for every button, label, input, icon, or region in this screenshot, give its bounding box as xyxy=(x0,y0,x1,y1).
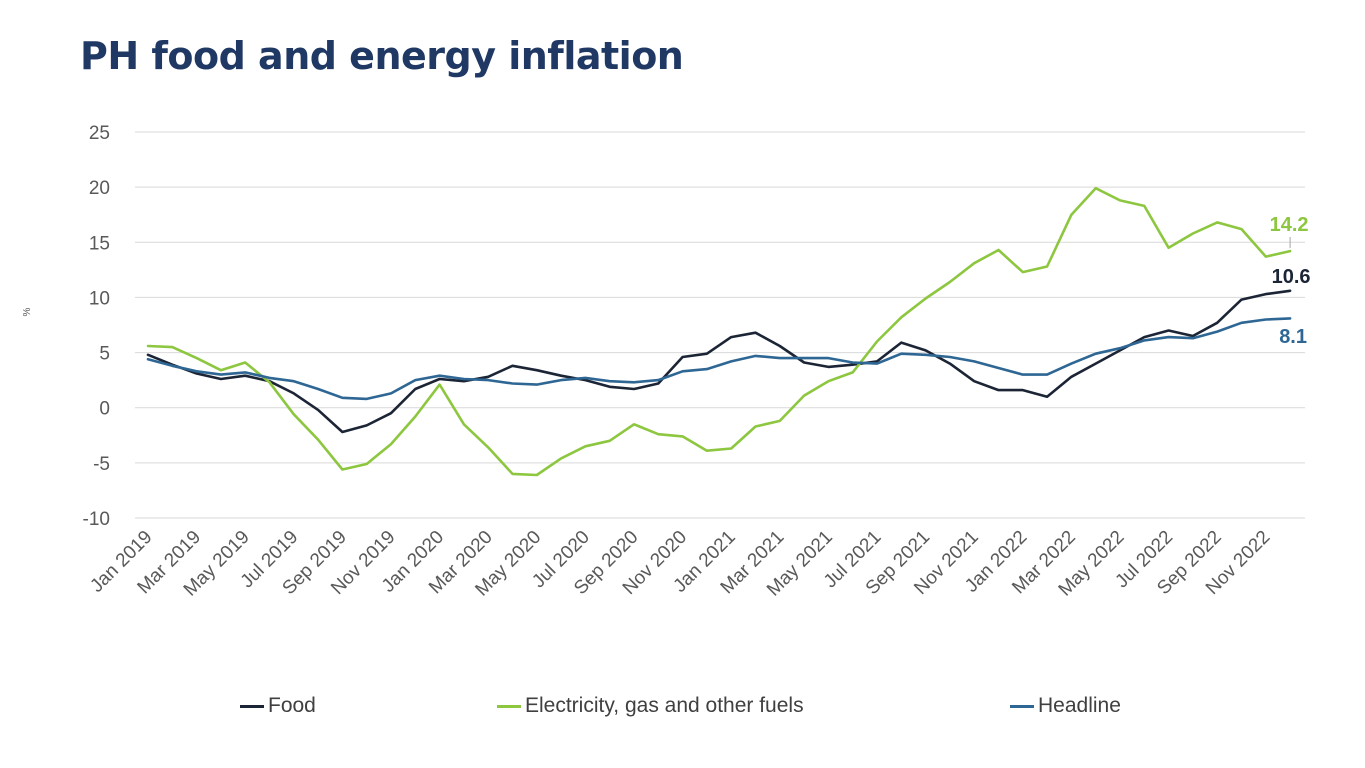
legend-swatch xyxy=(240,704,264,708)
y-axis-label: % xyxy=(22,307,33,316)
series-line-headline xyxy=(146,317,1292,401)
legend-item-food: Food xyxy=(240,694,316,718)
legend-label: Electricity, gas and other fuels xyxy=(525,694,804,717)
y-tick-label: 0 xyxy=(99,399,110,420)
legend-label: Food xyxy=(268,694,316,717)
end-label-headline: 8.1 xyxy=(1279,326,1307,348)
gridlines xyxy=(135,131,1305,519)
y-tick-label: -5 xyxy=(93,454,110,475)
y-tick-label: 5 xyxy=(99,344,110,365)
legend-swatch xyxy=(497,704,521,708)
y-tick-label: 10 xyxy=(89,288,110,309)
series-line-food xyxy=(146,289,1292,434)
y-tick-label: 25 xyxy=(89,123,110,144)
legend-item-headline: Headline xyxy=(1010,694,1121,718)
series-lines xyxy=(146,186,1292,477)
end-labels: 14.2 10.6 8.1 xyxy=(1270,214,1311,348)
legend: Food Electricity, gas and other fuels Head… xyxy=(0,694,1365,722)
legend-swatch xyxy=(1010,704,1034,708)
series-line-electricity-gas-and-other-fuels xyxy=(146,186,1292,477)
legend-label: Headline xyxy=(1038,694,1121,717)
y-tick-label: 20 xyxy=(89,178,110,199)
y-tick-label: 15 xyxy=(89,233,110,254)
end-label-food: 10.6 xyxy=(1272,266,1311,288)
y-tick-label: -10 xyxy=(83,509,110,530)
end-label-electricity-gas-and-other-fuels: 14.2 xyxy=(1270,214,1309,236)
legend-item-electricity-gas-and-other-fuels: Electricity, gas and other fuels xyxy=(497,694,804,718)
y-axis: -10 -5 0 5 10 15 20 25 xyxy=(83,123,110,530)
page-title: PH food and energy inflation xyxy=(80,34,684,78)
